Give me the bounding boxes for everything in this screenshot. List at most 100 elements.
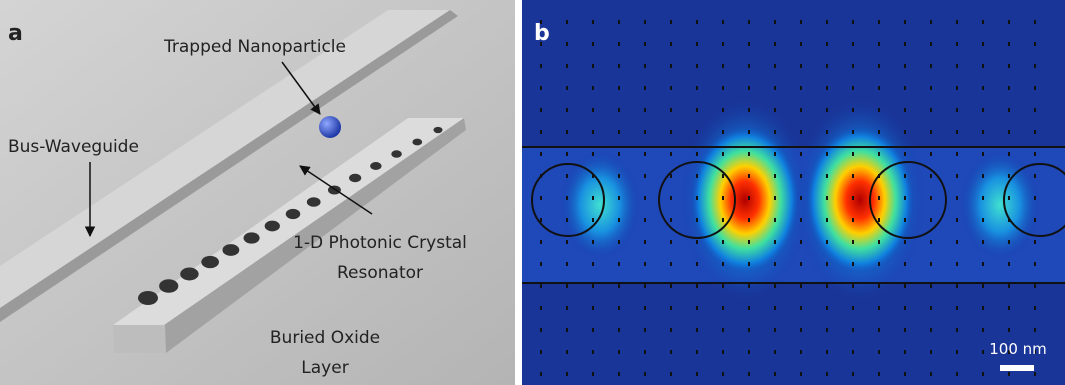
vector bbox=[722, 218, 724, 222]
vector bbox=[930, 64, 932, 68]
vector bbox=[592, 306, 594, 310]
vector bbox=[618, 130, 620, 134]
vector bbox=[696, 42, 698, 46]
vector bbox=[826, 108, 828, 112]
vector bbox=[748, 328, 750, 332]
vector bbox=[982, 64, 984, 68]
vector bbox=[566, 108, 568, 112]
vector bbox=[982, 350, 984, 354]
vector bbox=[878, 240, 880, 244]
vector bbox=[956, 306, 958, 310]
vector bbox=[878, 130, 880, 134]
vector bbox=[618, 174, 620, 178]
vector bbox=[852, 64, 854, 68]
vector bbox=[878, 152, 880, 156]
vector bbox=[618, 306, 620, 310]
vector bbox=[826, 262, 828, 266]
vector bbox=[540, 240, 542, 244]
vector bbox=[826, 130, 828, 134]
vector bbox=[696, 284, 698, 288]
hole bbox=[265, 221, 280, 232]
vector bbox=[1034, 152, 1036, 156]
vector bbox=[904, 284, 906, 288]
vector bbox=[670, 152, 672, 156]
vector bbox=[748, 20, 750, 24]
vector bbox=[722, 284, 724, 288]
vector bbox=[618, 262, 620, 266]
vector bbox=[774, 306, 776, 310]
vector bbox=[696, 108, 698, 112]
vector bbox=[722, 328, 724, 332]
vector bbox=[826, 350, 828, 354]
vector bbox=[722, 262, 724, 266]
vector bbox=[748, 174, 750, 178]
vector bbox=[1008, 152, 1010, 156]
vector bbox=[904, 328, 906, 332]
vector bbox=[826, 306, 828, 310]
vector bbox=[670, 328, 672, 332]
vector bbox=[774, 350, 776, 354]
vector bbox=[982, 42, 984, 46]
vector bbox=[852, 262, 854, 266]
vector bbox=[540, 86, 542, 90]
vector bbox=[774, 64, 776, 68]
vector bbox=[540, 350, 542, 354]
vector bbox=[748, 306, 750, 310]
vector bbox=[1034, 240, 1036, 244]
vector bbox=[670, 218, 672, 222]
vector bbox=[566, 42, 568, 46]
scale-bar-label: 100 nm bbox=[989, 340, 1047, 358]
vector bbox=[1034, 42, 1036, 46]
vector bbox=[982, 372, 984, 376]
vector bbox=[774, 262, 776, 266]
vector bbox=[800, 64, 802, 68]
vector bbox=[748, 218, 750, 222]
vector bbox=[566, 218, 568, 222]
vector bbox=[696, 350, 698, 354]
panel-label: b bbox=[534, 21, 550, 46]
vector bbox=[748, 350, 750, 354]
vector bbox=[696, 306, 698, 310]
vector bbox=[982, 108, 984, 112]
vector bbox=[826, 284, 828, 288]
hole bbox=[138, 291, 158, 305]
vector bbox=[956, 42, 958, 46]
vector bbox=[956, 284, 958, 288]
vector bbox=[722, 42, 724, 46]
vector bbox=[800, 152, 802, 156]
vector bbox=[852, 218, 854, 222]
vector bbox=[904, 306, 906, 310]
vector bbox=[696, 130, 698, 134]
vector bbox=[956, 152, 958, 156]
annotation-line: Resonator bbox=[337, 263, 423, 283]
vector bbox=[566, 350, 568, 354]
vector bbox=[852, 86, 854, 90]
scale-bar bbox=[1000, 365, 1034, 371]
vector bbox=[800, 108, 802, 112]
vector bbox=[1034, 64, 1036, 68]
vector bbox=[956, 240, 958, 244]
vector bbox=[748, 284, 750, 288]
vector bbox=[1008, 64, 1010, 68]
vector bbox=[800, 218, 802, 222]
vector bbox=[566, 152, 568, 156]
vector bbox=[540, 196, 542, 200]
vector bbox=[904, 350, 906, 354]
vector bbox=[722, 174, 724, 178]
vector bbox=[956, 350, 958, 354]
vector bbox=[566, 86, 568, 90]
vector bbox=[930, 108, 932, 112]
vector bbox=[618, 108, 620, 112]
vector bbox=[592, 130, 594, 134]
field bbox=[560, 150, 640, 260]
vector bbox=[644, 174, 646, 178]
vector bbox=[670, 372, 672, 376]
vector bbox=[1008, 306, 1010, 310]
vector bbox=[644, 328, 646, 332]
vector bbox=[1008, 262, 1010, 266]
vector bbox=[1008, 372, 1010, 376]
vector bbox=[930, 196, 932, 200]
vector bbox=[774, 174, 776, 178]
vector bbox=[982, 174, 984, 178]
vector bbox=[618, 284, 620, 288]
